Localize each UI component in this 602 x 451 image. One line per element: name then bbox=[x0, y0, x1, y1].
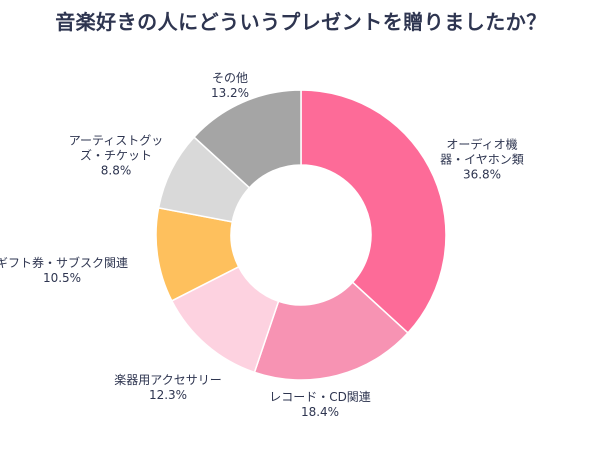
slice-category-label-4: アーティストグッ bbox=[69, 134, 164, 148]
chart-title: 音楽好きの人にどういうプレゼントを贈りましたか？ bbox=[55, 10, 547, 34]
slice-value-label-1: 18.4% bbox=[301, 405, 339, 419]
slice-value-label-4: 8.8% bbox=[101, 164, 132, 178]
slice-value-label-0: 36.8% bbox=[463, 168, 501, 182]
slice-5 bbox=[193, 89, 302, 189]
slice-category-label-0: 器・イヤホン類 bbox=[440, 153, 524, 167]
slice-category-label-3: ギフト券・サブスク関連 bbox=[0, 255, 128, 270]
slice-value-label-3: 10.5% bbox=[43, 271, 81, 285]
slice-value-label-2: 12.3% bbox=[149, 388, 187, 402]
slice-1 bbox=[253, 281, 409, 381]
slice-category-label-1: レコード・CD関連 bbox=[269, 390, 371, 404]
slice-category-label-0: オーディオ機 bbox=[446, 137, 517, 152]
slice-0 bbox=[300, 89, 447, 334]
slice-category-label-4: ズ・チケット bbox=[80, 148, 152, 163]
slice-value-label-5: 13.2% bbox=[211, 86, 249, 100]
slice-category-label-5: その他 bbox=[212, 71, 248, 85]
slice-category-label-2: 楽器用アクセサリー bbox=[114, 373, 221, 387]
slices-group bbox=[155, 89, 447, 381]
